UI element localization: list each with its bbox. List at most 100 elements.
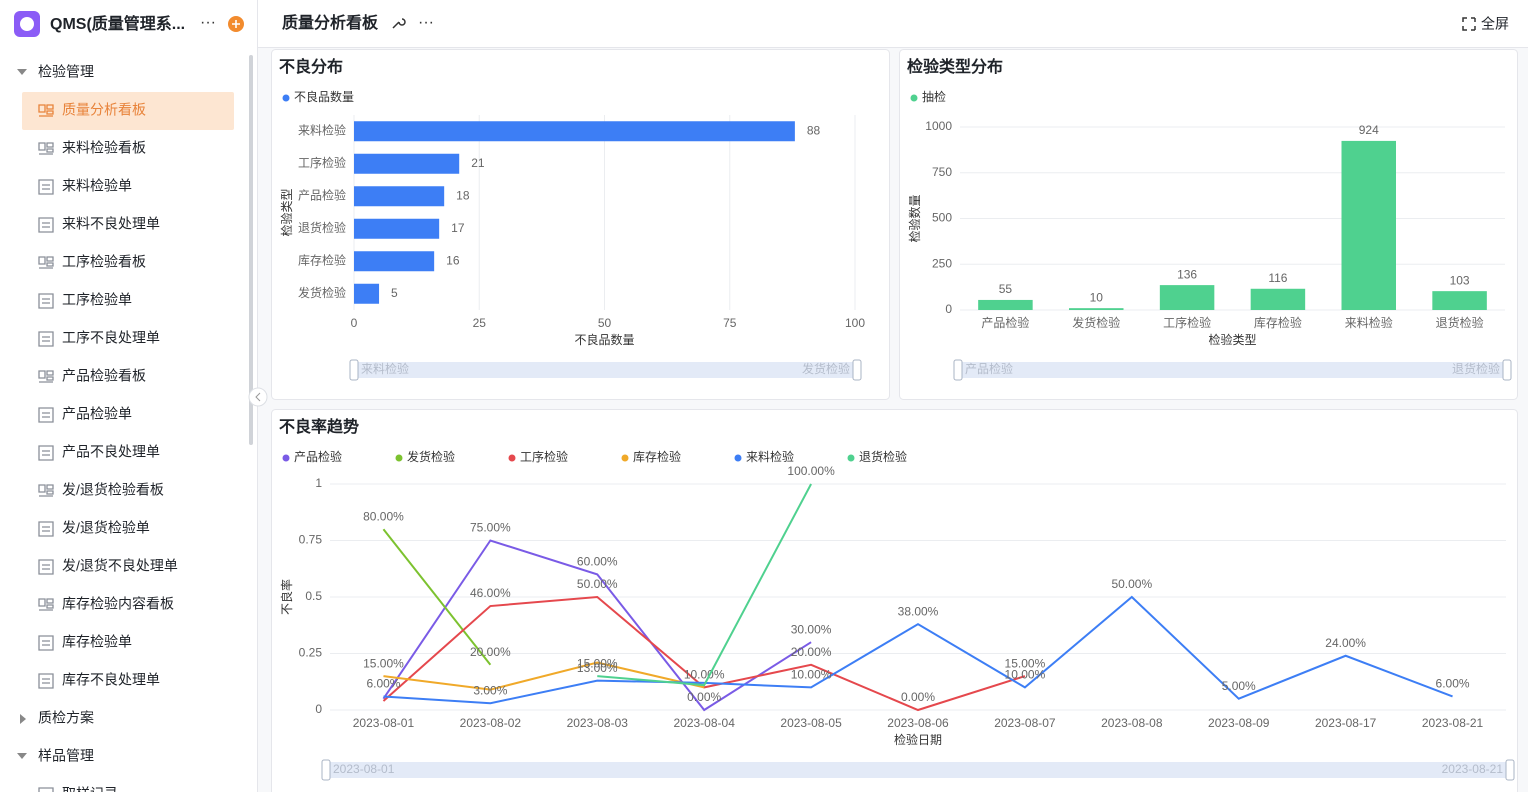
collapse-icon [255, 392, 261, 402]
nav-item[interactable]: 取样记录 [62, 786, 118, 792]
board-icon [38, 370, 54, 383]
x-tick-label: 2023-08-03 [567, 716, 629, 730]
x-tick-label: 2023-08-17 [1315, 716, 1377, 730]
settings-button[interactable] [392, 18, 406, 29]
nav-item[interactable]: 库存检验内容看板 [62, 596, 174, 612]
line [382, 595, 1026, 712]
y-axis-label: 检验数量 [907, 194, 922, 242]
y-tick-label: 来料检验 [298, 122, 346, 137]
nav-item[interactable]: 来料检验单 [62, 178, 132, 194]
nav-item[interactable]: 发/退货不良处理单 [62, 558, 178, 574]
line [383, 595, 1453, 705]
x-axis-label: 检验类型 [1208, 332, 1256, 347]
y-tick-label: 0 [315, 702, 322, 716]
nav-item[interactable]: 发/退货检验单 [62, 520, 150, 536]
legend-label[interactable]: 产品检验 [294, 449, 342, 464]
group-arrow [17, 69, 27, 75]
y-tick-label: 退货检验 [298, 220, 346, 235]
data-label: 75.00% [470, 521, 511, 535]
form-icon [38, 407, 54, 423]
nav-item[interactable]: 工序检验单 [62, 292, 132, 308]
data-label: 88 [807, 123, 821, 137]
data-label: 21 [471, 156, 485, 170]
data-label: 5 [391, 286, 398, 300]
zoom-start-label: 2023-08-01 [333, 762, 395, 776]
zoom-handle[interactable] [1505, 759, 1515, 781]
data-label: 3.00% [473, 683, 507, 697]
data-label: 46.00% [470, 586, 511, 600]
legend-label[interactable]: 库存检验 [633, 449, 681, 464]
legend-label[interactable]: 不良品数量 [294, 89, 354, 104]
legend-marker [282, 454, 290, 462]
scrollbar [249, 55, 253, 445]
data-label: 15.00% [577, 656, 618, 670]
nav-item[interactable]: 库存检验单 [62, 634, 132, 650]
fullscreen-button[interactable]: 全屏 [1481, 16, 1509, 32]
collapse-button[interactable] [248, 387, 268, 407]
app-title[interactable]: QMS(质量管理系... [50, 14, 185, 33]
bar [1341, 140, 1396, 310]
nav-item[interactable]: 产品检验单 [62, 406, 132, 422]
y-tick-label: 250 [932, 256, 952, 270]
zoom-handle[interactable] [852, 359, 862, 381]
nav-item[interactable]: 发/退货检验看板 [62, 482, 164, 498]
x-axis-label: 检验日期 [894, 732, 942, 747]
nav-item[interactable]: 质量分析看板 [62, 102, 146, 118]
data-label: 17 [451, 221, 465, 235]
zoom-handle[interactable] [1502, 359, 1512, 381]
data-label: 0.00% [687, 690, 721, 704]
nav-item[interactable]: 来料检验看板 [62, 140, 146, 156]
legend-label[interactable]: 发货检验 [407, 449, 455, 464]
legend-label[interactable]: 工序检验 [520, 449, 568, 464]
x-tick-label: 来料检验 [1345, 315, 1393, 330]
legend-marker [910, 94, 918, 102]
nav-item[interactable]: 库存不良处理单 [62, 672, 160, 688]
board-icon [38, 256, 54, 269]
data-label: 13.00% [577, 661, 618, 675]
nav-item[interactable]: 来料不良处理单 [62, 216, 160, 232]
legend-label[interactable]: 退货检验 [859, 449, 907, 464]
data-label: 116 [1268, 271, 1287, 285]
data-label: 10.00% [684, 668, 725, 682]
x-tick-label: 2023-08-06 [887, 716, 949, 730]
bar [1069, 308, 1124, 310]
x-tick-label: 发货检验 [1072, 315, 1120, 330]
nav-group[interactable]: 检验管理 [38, 64, 94, 80]
data-label: 20.00% [791, 645, 832, 659]
zoom-start-label: 来料检验 [361, 361, 409, 376]
zoom-handle[interactable] [321, 759, 331, 781]
legend-marker [395, 454, 403, 462]
form-icon [38, 787, 54, 792]
zoom-track [326, 762, 1510, 778]
zoom-handle[interactable] [953, 359, 963, 381]
line [382, 528, 492, 666]
board-icon [38, 598, 54, 611]
more-button[interactable]: ··· [418, 14, 434, 31]
nav-item[interactable]: 产品检验看板 [62, 368, 146, 384]
legend-label[interactable]: 抽检 [922, 89, 946, 104]
x-tick-label: 产品检验 [981, 315, 1029, 330]
nav-item[interactable]: 工序不良处理单 [62, 330, 160, 346]
x-tick-label: 2023-08-07 [994, 716, 1056, 730]
legend-marker [508, 454, 516, 462]
legend-marker [621, 454, 629, 462]
data-label: 100.00% [787, 464, 835, 478]
more-button[interactable]: ··· [200, 14, 216, 31]
nav-group[interactable]: 样品管理 [38, 748, 94, 764]
data-label: 50.00% [577, 577, 618, 591]
zoom-track [958, 362, 1507, 378]
x-tick-label: 25 [473, 316, 487, 330]
zoom-start-label: 产品检验 [965, 361, 1013, 376]
card [899, 49, 1518, 400]
bar [1250, 288, 1306, 310]
legend-label[interactable]: 来料检验 [746, 449, 794, 464]
zoom-end-label: 发货检验 [802, 361, 850, 376]
line [597, 483, 812, 687]
y-tick-label: 1 [315, 476, 322, 490]
nav-item[interactable]: 工序检验看板 [62, 254, 146, 270]
fullscreen-icon [1462, 17, 1476, 31]
nav-item[interactable]: 产品不良处理单 [62, 444, 160, 460]
zoom-handle[interactable] [349, 359, 359, 381]
nav-group[interactable]: 质检方案 [38, 710, 94, 726]
board-icon [38, 484, 54, 497]
